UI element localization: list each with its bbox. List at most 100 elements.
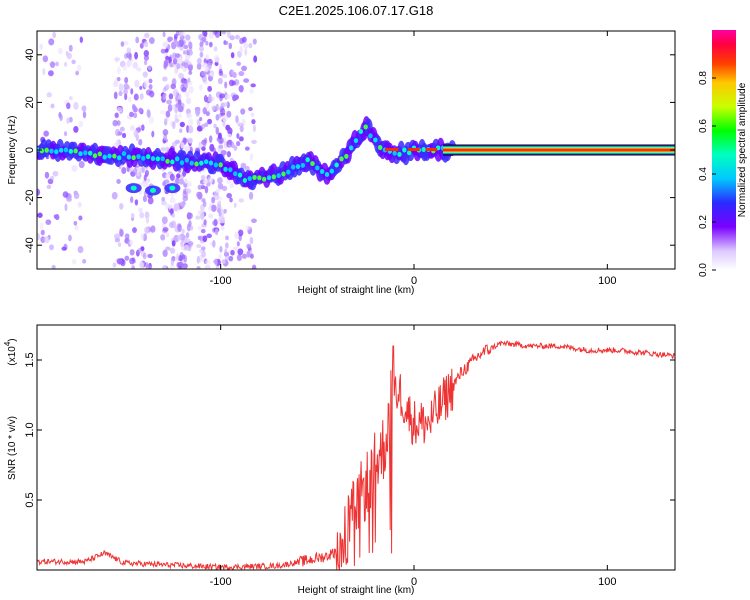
spectrogram-ridge-core bbox=[189, 160, 194, 166]
spectrogram-ridge-core bbox=[271, 174, 277, 180]
spectrogram-noise-blob bbox=[186, 212, 192, 220]
spectrogram-noise-blob bbox=[221, 31, 227, 35]
spectrogram-noise-blob bbox=[117, 66, 121, 75]
spectrogram-noise-blob bbox=[143, 174, 147, 182]
spectrogram-ridge-core bbox=[136, 154, 141, 160]
spectrogram-ridge-core bbox=[155, 156, 161, 162]
spectrogram-noise-blob bbox=[224, 255, 230, 261]
spectrogram-noise-blob bbox=[172, 57, 178, 65]
spectrogram-noise-blob bbox=[209, 72, 215, 77]
spectrogram-secondary-core bbox=[150, 187, 156, 193]
spectrogram-noise-blob bbox=[134, 79, 140, 88]
snr-xtick-label: -100 bbox=[210, 576, 232, 588]
spectrogram-ridge-core bbox=[310, 161, 315, 167]
spectrogram-noise-blob bbox=[150, 225, 156, 233]
spectrogram-noise-blob bbox=[250, 112, 255, 117]
spectrogram-noise-blob bbox=[211, 105, 216, 111]
spectrogram-noise-blob bbox=[126, 47, 132, 54]
spectrogram-noise-blob bbox=[126, 59, 131, 68]
spectrogram-ridge-core bbox=[49, 148, 54, 154]
spectrogram-noise-blob bbox=[79, 36, 84, 43]
spectrogram-noise-blob bbox=[219, 93, 225, 99]
spectrogram-noise-blob bbox=[165, 110, 171, 118]
spectrogram-noise-blob bbox=[133, 93, 139, 101]
spectrogram-noise-blob bbox=[213, 54, 220, 63]
spectrogram-ridge-core bbox=[353, 138, 359, 144]
spectrogram-noise-blob bbox=[174, 113, 178, 122]
spectrogram-ridge-core bbox=[58, 147, 64, 153]
spectrogram-ridge-core bbox=[83, 150, 88, 156]
spectrogram-noise-blob bbox=[199, 117, 203, 122]
spectrogram-secondary-core bbox=[130, 185, 137, 191]
spectrogram-noise-blob bbox=[179, 31, 184, 37]
spectrogram-noise-blob bbox=[253, 55, 258, 63]
spectrogram-noise-blob bbox=[203, 32, 208, 38]
spectrogram-ridge-core bbox=[218, 162, 223, 168]
spectrogram-noise-blob bbox=[248, 42, 253, 49]
spectrogram-noise-blob bbox=[205, 111, 210, 117]
spectrogram-noise-blob bbox=[149, 90, 155, 98]
spectrogram-ticks: -100 0 100 -40 -20 0 20 40 bbox=[24, 31, 675, 287]
spectrogram-noise-blob bbox=[238, 84, 244, 93]
spectrogram-noise-blob bbox=[183, 145, 188, 150]
spectrogram-noise-blob bbox=[141, 165, 146, 173]
spectrogram-noise-blob bbox=[171, 78, 177, 86]
spectrogram-noise-blob bbox=[196, 63, 202, 70]
spectrogram-noise-blob bbox=[69, 96, 73, 101]
spectrogram-noise-blob bbox=[172, 121, 176, 130]
spectrogram-noise-blob bbox=[117, 242, 122, 247]
spectrogram-noise-blob bbox=[236, 241, 240, 247]
spectrogram-noise-blob bbox=[223, 102, 228, 107]
spectrogram-noise-blob bbox=[199, 84, 203, 91]
spectrogram-ridge-core bbox=[247, 176, 252, 182]
spectrogram-ridge-core bbox=[329, 168, 335, 174]
spectrogram-noise-blob bbox=[123, 87, 128, 96]
spectrogram-ridge-core bbox=[160, 156, 165, 162]
colorbar-tick-label: 0.0 bbox=[698, 263, 709, 277]
spectrogram-noise-blob bbox=[207, 176, 214, 184]
spectrogram-noise-blob bbox=[65, 50, 69, 56]
spectrogram-noise-blob bbox=[228, 79, 235, 87]
spectrogram-ridge-core bbox=[54, 149, 59, 155]
spectrogram-noise-blob bbox=[178, 113, 182, 119]
spectrogram-noise-blob bbox=[66, 117, 70, 124]
spectrogram-noise-blob bbox=[149, 37, 155, 45]
snr-ytick-label: 1.5 bbox=[24, 352, 36, 367]
spectrogram-ridge-core bbox=[237, 172, 243, 178]
spectrogram-noise-blob bbox=[208, 206, 212, 211]
spectrogram-noise-blob bbox=[226, 192, 232, 199]
spectrogram-noise-blob bbox=[237, 122, 244, 127]
spectrogram-noise-blob bbox=[187, 125, 194, 134]
spectrogram-noise-blob bbox=[205, 259, 211, 266]
spectrogram-noise-blob bbox=[167, 104, 173, 112]
spectrogram-noise-blob bbox=[135, 36, 140, 44]
spectrogram-noise-blob bbox=[160, 48, 167, 54]
spectrogram-noise-blob bbox=[220, 149, 227, 156]
spectrogram-noise-blob bbox=[217, 183, 224, 190]
spectrogram-noise-blob bbox=[144, 226, 149, 235]
spectrogram-noise-blob bbox=[225, 235, 229, 241]
spectrogram-noise-blob bbox=[250, 153, 254, 161]
spectrogram-noise-blob bbox=[207, 95, 213, 103]
spectrogram-ridge-core bbox=[377, 145, 383, 151]
spectrogram-noise-blob bbox=[74, 225, 79, 231]
spectrogram-noise-blob bbox=[221, 259, 226, 265]
spectrogram-ytick-label: 20 bbox=[24, 96, 36, 108]
spectrogram-noise-blob bbox=[64, 203, 68, 212]
spectrogram-noise-blob bbox=[223, 208, 227, 214]
spectrogram-noise-blob bbox=[237, 229, 244, 237]
multiplier-base: (x10 bbox=[7, 346, 18, 366]
spectrogram-ytick-label: 40 bbox=[24, 49, 36, 61]
spectrogram-noise-blob bbox=[73, 220, 78, 226]
spectrogram-ytick-label: 0 bbox=[24, 147, 36, 153]
spectrogram-noise-blob bbox=[63, 131, 68, 137]
spectrogram-noise-blob bbox=[130, 212, 135, 219]
spectrogram-noise-blob bbox=[162, 129, 169, 136]
spectrogram-noise-blob bbox=[175, 177, 180, 185]
spectrogram-noise-blob bbox=[164, 117, 169, 122]
spectrogram-noise-blob bbox=[52, 31, 57, 39]
spectrogram-noise-blob bbox=[141, 179, 147, 188]
colorbar-ticks: 0.0 0.2 0.4 0.6 0.8 bbox=[698, 71, 716, 277]
spectrogram-noise-blob bbox=[186, 112, 193, 119]
spectrogram-noise-blob bbox=[250, 83, 256, 88]
